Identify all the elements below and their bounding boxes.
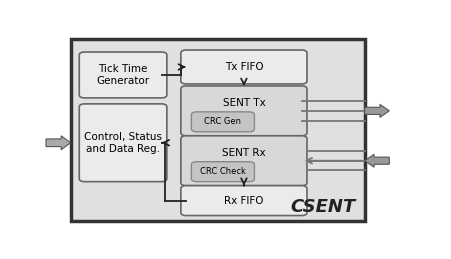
FancyBboxPatch shape — [180, 186, 306, 215]
FancyBboxPatch shape — [180, 136, 306, 186]
FancyBboxPatch shape — [79, 52, 166, 98]
Text: SENT Tx: SENT Tx — [222, 98, 265, 108]
Bar — [70, 39, 364, 221]
Text: Tick Time
Generator: Tick Time Generator — [96, 64, 149, 86]
Text: Control, Status
and Data Reg.: Control, Status and Data Reg. — [84, 132, 162, 154]
Text: CRC Gen: CRC Gen — [204, 117, 241, 126]
Text: Rx FIFO: Rx FIFO — [224, 196, 263, 206]
Text: CRC Check: CRC Check — [199, 167, 245, 176]
FancyArrow shape — [364, 154, 388, 167]
FancyArrow shape — [46, 136, 70, 150]
FancyArrow shape — [364, 104, 388, 117]
Text: Tx FIFO: Tx FIFO — [224, 62, 262, 72]
FancyBboxPatch shape — [191, 112, 254, 132]
FancyBboxPatch shape — [191, 162, 254, 182]
Text: SENT Rx: SENT Rx — [221, 148, 265, 158]
FancyBboxPatch shape — [180, 86, 306, 136]
FancyBboxPatch shape — [180, 50, 306, 84]
FancyBboxPatch shape — [79, 104, 166, 182]
Text: CSENT: CSENT — [290, 198, 355, 215]
